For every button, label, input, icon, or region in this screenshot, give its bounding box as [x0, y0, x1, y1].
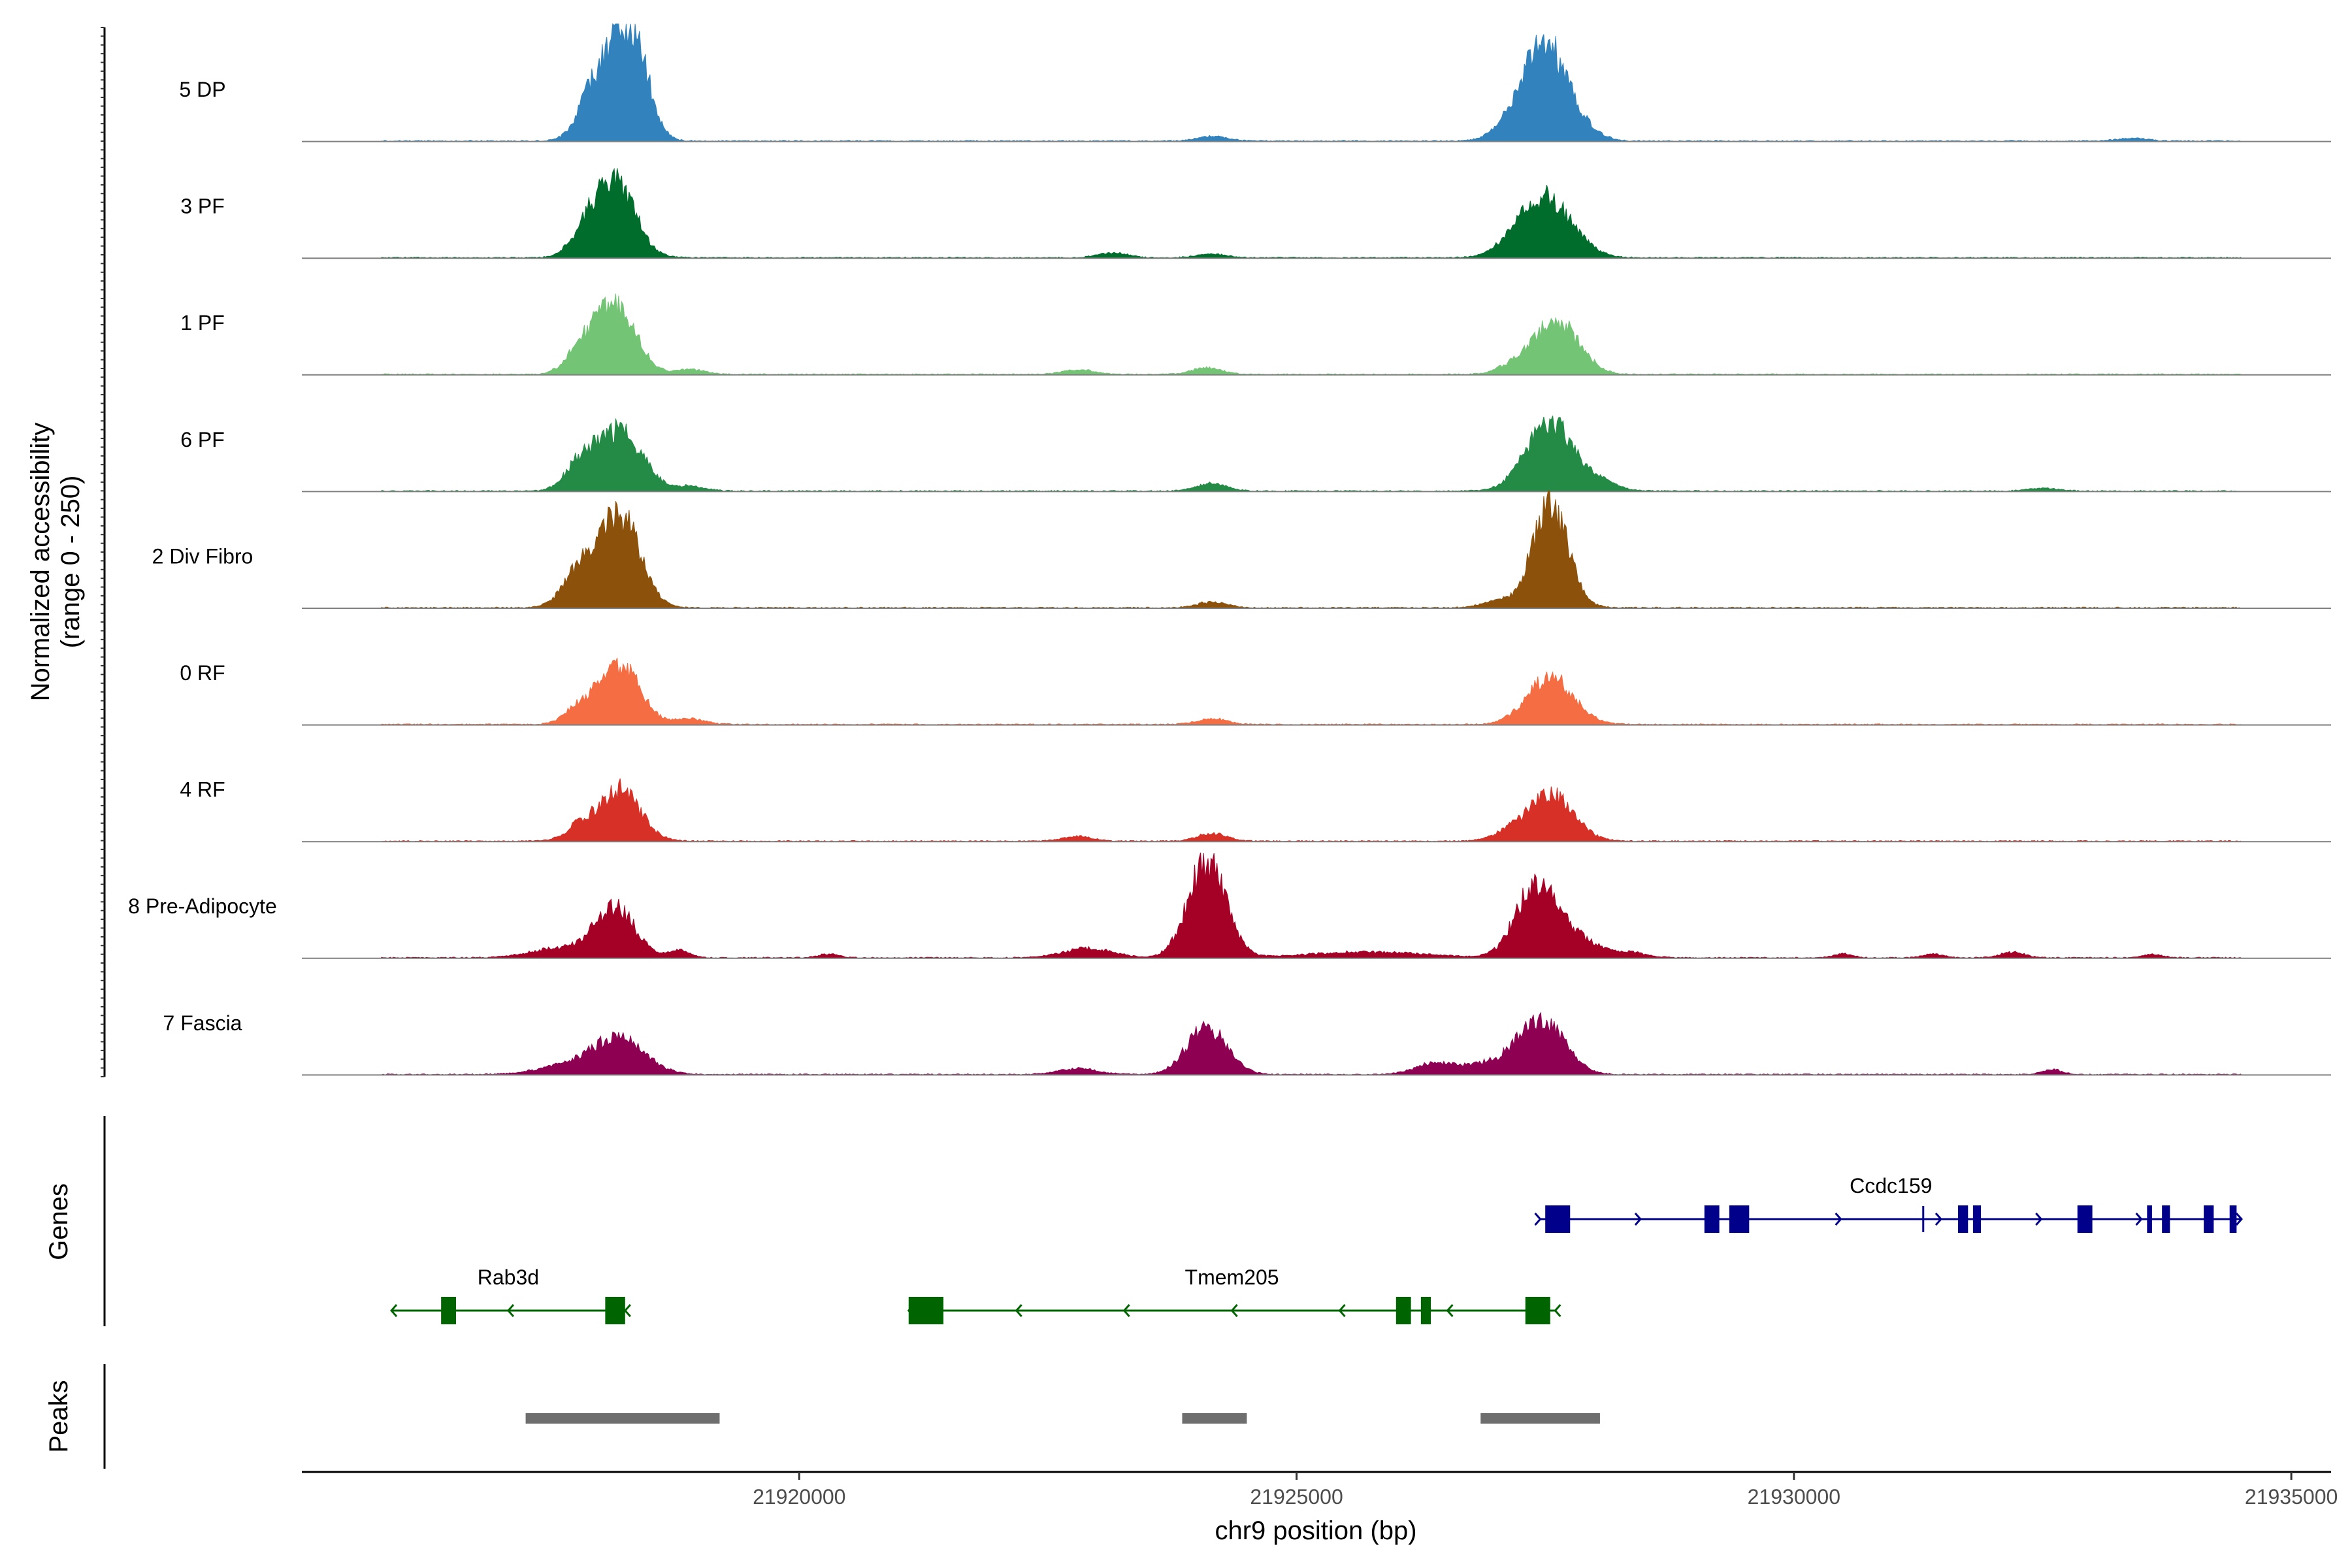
track-5-dp: 5 DP — [179, 23, 2331, 142]
exon — [2077, 1205, 2093, 1233]
strand-arrow — [390, 1304, 398, 1317]
x-tick-label: 21925000 — [1250, 1485, 1343, 1509]
strand-arrow — [1446, 1304, 1454, 1317]
peak-region — [1480, 1413, 1600, 1424]
y-axis-title: Normalized accessibility (range 0 - 250) — [26, 423, 85, 702]
x-tick-label: 21930000 — [1748, 1485, 1840, 1509]
gene-rab3d: Rab3d — [390, 1266, 631, 1324]
exon — [1420, 1297, 1431, 1324]
y-axis-title-line1: Normalized accessibility — [26, 423, 55, 702]
exon — [441, 1297, 456, 1324]
strand-arrow — [1122, 1304, 1130, 1317]
peak-regions — [525, 1413, 1600, 1424]
track-1-pf: 1 PF — [180, 293, 2331, 376]
exon — [1972, 1205, 1982, 1233]
coverage-area-8-pre-adipocyte — [381, 853, 2243, 959]
track-7-fascia: 7 Fascia — [163, 1011, 2331, 1076]
strand-arrow — [1554, 1304, 1561, 1317]
track-label-1-pf: 1 PF — [180, 311, 225, 335]
exon — [605, 1297, 625, 1324]
strand-arrow — [1015, 1304, 1022, 1317]
track-label-2-div-fibro: 2 Div Fibro — [152, 544, 253, 568]
exon — [2147, 1205, 2152, 1233]
exon — [2204, 1205, 2214, 1233]
track-2-div-fibro: 2 Div Fibro — [152, 490, 2331, 609]
track-label-5-dp: 5 DP — [179, 78, 225, 101]
strand-arrow — [1230, 1304, 1238, 1317]
exon — [1545, 1205, 1571, 1233]
exon — [1525, 1297, 1550, 1324]
strand-arrow — [506, 1304, 515, 1317]
x-tick-label: 21920000 — [753, 1485, 845, 1509]
exon — [1729, 1205, 1750, 1233]
track-0-rf: 0 RF — [180, 657, 2331, 726]
x-axis: 21920000 21925000 21930000 21935000 chr9 po… — [302, 1471, 2338, 1545]
genes-panel: Genes Ccdc159 Rab3d Tmem205 — [44, 1116, 2243, 1326]
exon — [2229, 1205, 2237, 1233]
exon — [1704, 1205, 1720, 1233]
track-label-8-pre-adipocyte: 8 Pre-Adipocyte — [128, 894, 277, 918]
exon — [908, 1297, 944, 1324]
track-label-6-pf: 6 PF — [180, 428, 225, 451]
peaks-track-title: Peaks — [44, 1380, 73, 1452]
x-ticks: 21920000 21925000 21930000 21935000 — [753, 1472, 2338, 1509]
y-axis-title-line2: (range 0 - 250) — [56, 476, 85, 649]
track-8-pre-adipocyte: 8 Pre-Adipocyte — [128, 853, 2331, 959]
genes-track-title: Genes — [44, 1183, 73, 1260]
track-label-4-rf: 4 RF — [180, 778, 225, 802]
exon — [1958, 1205, 1968, 1233]
gene-ccdc159: Ccdc159 — [1534, 1174, 2243, 1233]
gene-label-tmem205: Tmem205 — [1185, 1266, 1279, 1289]
strand-arrow — [2235, 1213, 2243, 1226]
exon — [1396, 1297, 1411, 1324]
strand-arrow — [1534, 1213, 1542, 1226]
track-label-0-rf: 0 RF — [180, 661, 225, 685]
strand-arrow — [1634, 1213, 1642, 1226]
strand-arrow — [1935, 1213, 1942, 1226]
track-label-3-pf: 3 PF — [180, 195, 225, 218]
peak-region — [1182, 1413, 1247, 1424]
gene-label-rab3d: Rab3d — [478, 1266, 539, 1289]
x-tick-label: 21935000 — [2245, 1485, 2338, 1509]
x-axis-title: chr9 position (bp) — [1215, 1516, 1416, 1545]
gene-models: Ccdc159 Rab3d Tmem205 — [390, 1174, 2243, 1324]
gene-label-ccdc159: Ccdc159 — [1850, 1174, 1932, 1198]
track-6-pf: 6 PF — [180, 416, 2331, 493]
exon — [2162, 1205, 2170, 1233]
strand-arrow — [2035, 1213, 2043, 1226]
track-label-7-fascia: 7 Fascia — [163, 1011, 242, 1035]
strand-arrow — [1835, 1213, 1842, 1226]
track-4-rf: 4 RF — [180, 778, 2331, 843]
gene-tmem205: Tmem205 — [907, 1266, 1561, 1324]
strand-arrow — [2135, 1213, 2143, 1226]
peak-region — [525, 1413, 720, 1424]
peaks-panel: Peaks — [44, 1364, 1600, 1469]
track-3-pf: 3 PF — [180, 167, 2331, 259]
coverage-left-axis — [101, 27, 106, 1077]
strand-arrow — [1338, 1304, 1346, 1317]
coverage-area-3-pf — [381, 167, 2243, 259]
coverage-tracks: 5 DP 3 PF 1 PF 6 PF 2 Div Fibro 0 RF 4 RF 8 Pre… — [128, 23, 2331, 1076]
